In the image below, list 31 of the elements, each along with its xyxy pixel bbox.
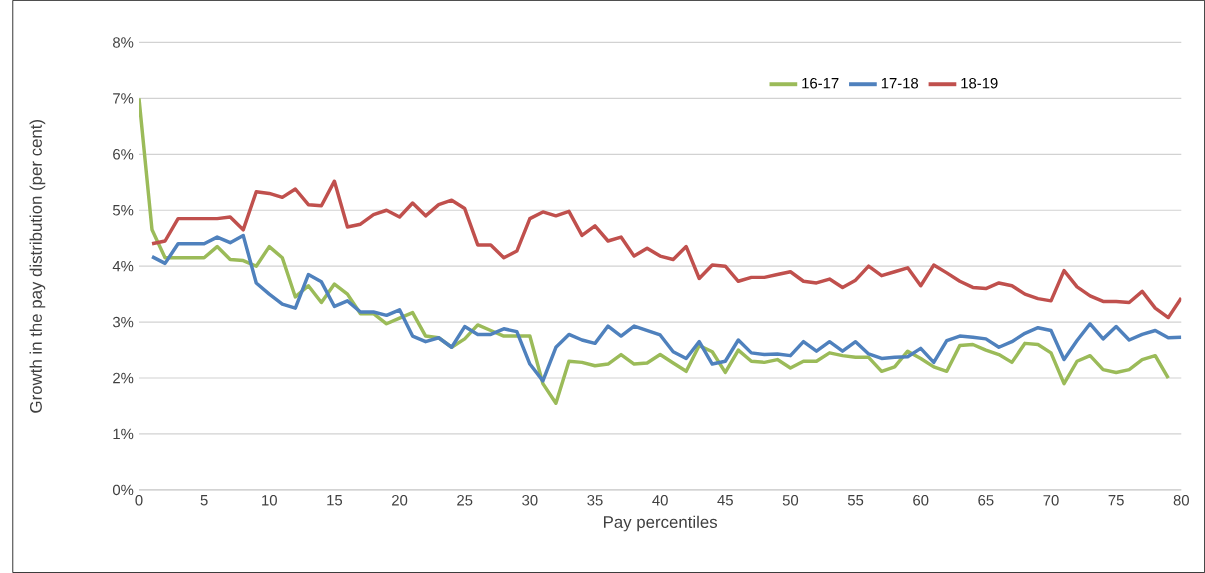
legend-label: 18-19 — [961, 77, 998, 89]
x-tick-label: 10 — [262, 495, 277, 506]
x-axis-title: Pay percentiles — [603, 515, 718, 532]
y-tick-label: 1% — [113, 428, 134, 440]
y-axis-title: Growth in the pay distribution (per cent) — [29, 119, 46, 413]
x-tick-label: 55 — [847, 495, 864, 506]
x-tick-label: 30 — [522, 495, 538, 506]
x-tick-label: 20 — [392, 495, 408, 506]
x-tick-label: 50 — [782, 495, 799, 506]
y-tick-label: 6% — [113, 149, 134, 160]
x-tick-label: 80 — [1173, 495, 1189, 506]
y-tick-label: 0% — [112, 484, 134, 496]
x-tick-label: 25 — [457, 495, 473, 506]
y-tick-label: 4% — [112, 261, 134, 272]
x-tick-label: 70 — [1043, 495, 1059, 506]
x-tick-label: 75 — [1108, 495, 1124, 506]
x-tick-label: 35 — [587, 495, 603, 506]
y-tick-label: 3% — [112, 316, 134, 328]
x-tick-label: 15 — [327, 495, 343, 506]
x-tick-label: 45 — [717, 495, 733, 506]
y-tick-label: 5% — [112, 205, 134, 216]
x-tick-label: 65 — [978, 495, 994, 506]
x-tick-label: 40 — [652, 495, 668, 506]
y-tick-label: 7% — [113, 93, 134, 104]
legend-label: 16-17 — [802, 77, 839, 89]
y-tick-label: 2% — [113, 372, 134, 384]
x-tick-label: 60 — [913, 495, 929, 506]
x-tick-label: 5 — [200, 495, 208, 506]
legend-label: 17-18 — [881, 77, 919, 89]
y-tick-label: 8% — [113, 37, 134, 48]
x-tick-label: 0 — [135, 495, 143, 506]
